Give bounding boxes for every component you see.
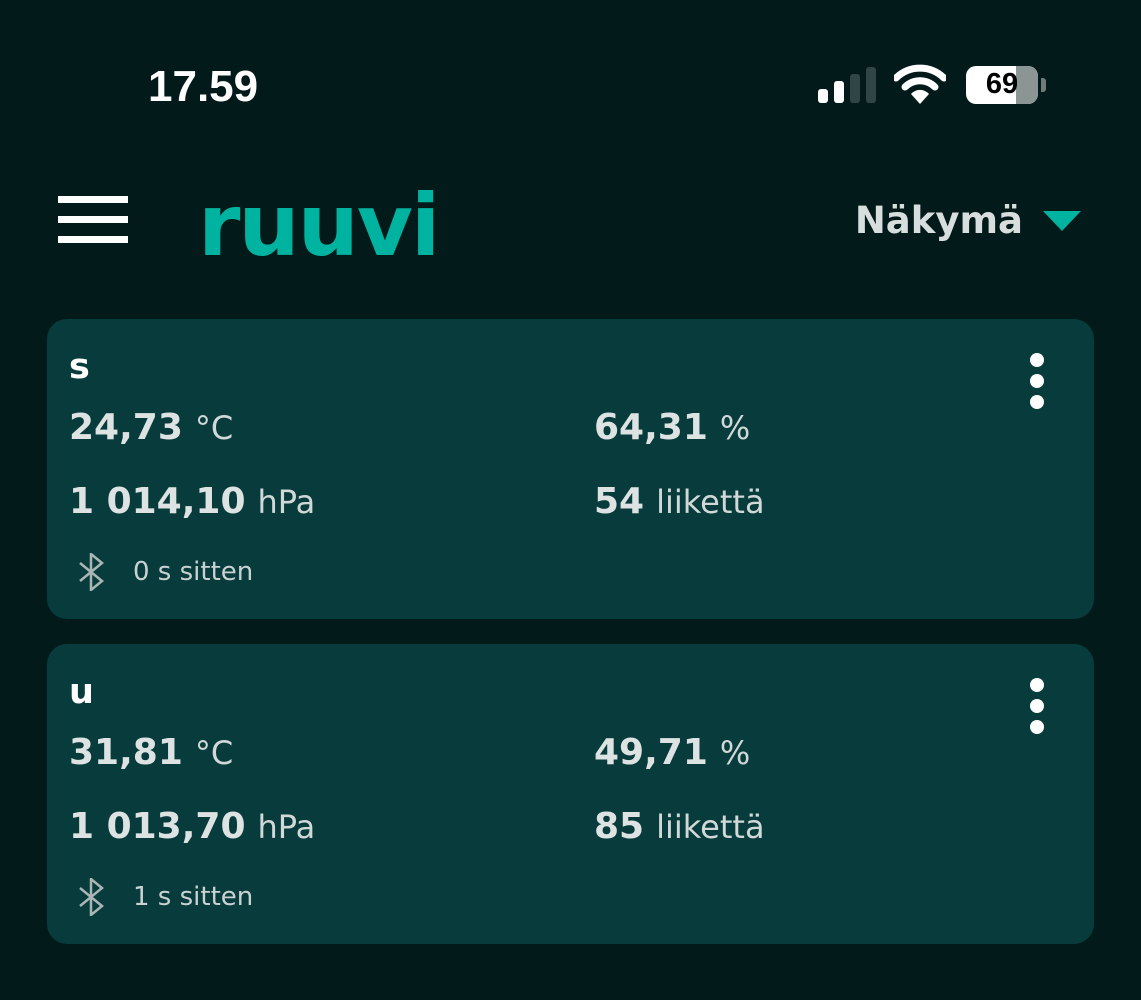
sensor-name: s — [69, 347, 90, 387]
wifi-icon — [894, 64, 946, 104]
humidity-unit: % — [719, 409, 751, 447]
last-updated: 1 s sitten — [77, 878, 253, 916]
last-updated: 0 s sitten — [77, 553, 253, 591]
hamburger-menu-button[interactable] — [58, 196, 128, 244]
movement-unit: liikettä — [656, 483, 765, 521]
pressure-unit: hPa — [257, 483, 316, 521]
temperature-value: 24,73 — [69, 407, 183, 448]
pressure-unit: hPa — [257, 808, 316, 846]
humidity-reading: 49,71% — [594, 732, 750, 773]
ruuvi-logo: ruuvi — [198, 176, 440, 276]
temperature-reading: 24,73 °C — [69, 407, 233, 448]
movement-unit: liikettä — [656, 808, 765, 846]
movement-reading: 85 liikettä — [594, 806, 765, 847]
pressure-value: 1 013,70 — [69, 806, 246, 847]
more-options-icon[interactable] — [1030, 353, 1046, 416]
movement-value: 85 — [594, 806, 645, 847]
last-updated-text: 0 s sitten — [133, 557, 254, 587]
temperature-value: 31,81 — [69, 732, 183, 773]
humidity-value: 49,71 — [594, 732, 708, 773]
sensor-card[interactable]: u 31,81 °C 49,71% 1 013,70 hPa 85 liikettä … — [47, 644, 1094, 944]
battery-level: 69 — [985, 68, 1019, 100]
temperature-reading: 31,81 °C — [69, 732, 233, 773]
battery-tip — [1041, 78, 1046, 92]
bluetooth-icon — [79, 878, 104, 916]
view-label: Näkymä — [854, 199, 1023, 242]
more-options-icon[interactable] — [1030, 678, 1046, 741]
battery-icon: 69 — [966, 66, 1038, 104]
pressure-reading: 1 014,10 hPa — [69, 481, 315, 522]
humidity-reading: 64,31% — [594, 407, 750, 448]
temperature-unit: °C — [194, 734, 234, 772]
pressure-reading: 1 013,70 hPa — [69, 806, 315, 847]
sensor-card[interactable]: s 24,73 °C 64,31% 1 014,10 hPa 54 liikettä … — [47, 319, 1094, 619]
caret-down-icon — [1043, 210, 1081, 231]
sensor-name: u — [69, 672, 94, 712]
humidity-value: 64,31 — [594, 407, 708, 448]
pressure-value: 1 014,10 — [69, 481, 246, 522]
cellular-signal-icon — [818, 67, 876, 103]
last-updated-text: 1 s sitten — [133, 882, 254, 912]
view-dropdown[interactable]: Näkymä — [855, 199, 1081, 242]
status-time: 17.59 — [148, 62, 259, 111]
movement-value: 54 — [594, 481, 645, 522]
humidity-unit: % — [719, 734, 751, 772]
movement-reading: 54 liikettä — [594, 481, 765, 522]
bluetooth-icon — [79, 553, 104, 591]
temperature-unit: °C — [194, 409, 234, 447]
